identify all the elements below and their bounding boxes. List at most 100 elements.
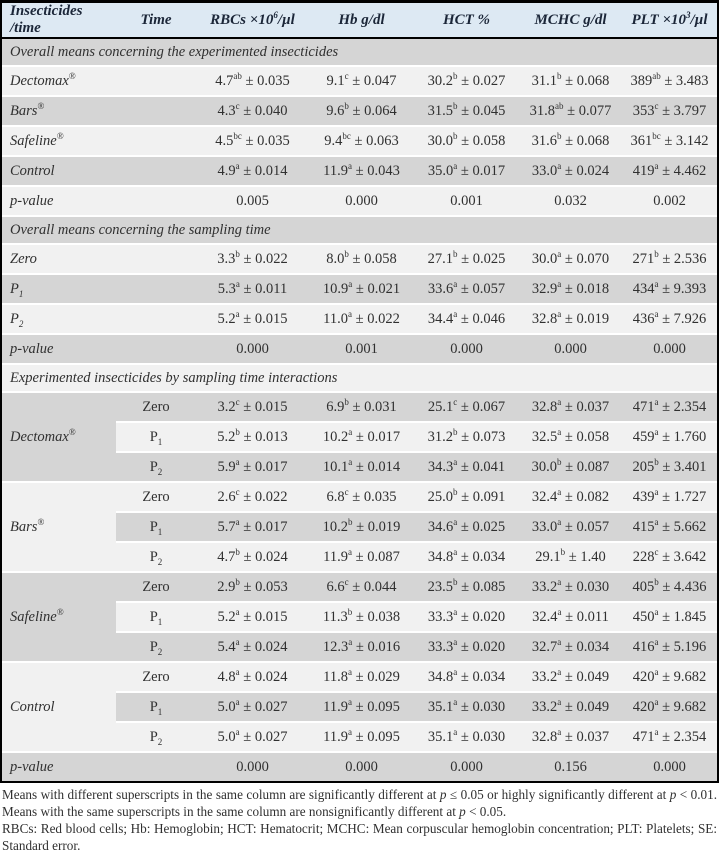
table-footnotes: Means with different superscripts in the… [0,783,719,855]
table-row: p-value 0.000 0.000 0.000 0.156 0.000 [2,753,717,781]
time-cell: Zero [116,483,196,513]
value-cell: 33.3a ± 0.020 [414,633,519,663]
value-cell: 10.2b ± 0.019 [309,513,414,543]
table-row: P1 5.7a ± 0.017 10.2b ± 0.019 34.6a ± 0.025… [2,513,717,543]
time-cell [116,753,196,781]
time-cell: P2 [116,723,196,753]
value-cell: 205b ± 3.401 [622,453,717,483]
table-row: P1 5.2b ± 0.013 10.2a ± 0.017 31.2b ± 0.073… [2,423,717,453]
value-cell: 416a ± 5.196 [622,633,717,663]
value-cell: 10.9a ± 0.021 [309,275,414,305]
value-cell: 0.005 [196,187,309,217]
value-cell: 405b ± 4.436 [622,573,717,603]
value-cell: 31.6b ± 0.068 [519,127,622,157]
value-cell: 439a ± 1.727 [622,483,717,513]
row-label: Safeline® [2,127,116,157]
value-cell: 5.9a ± 0.017 [196,453,309,483]
value-cell: 32.8a ± 0.037 [519,393,622,423]
value-cell: 5.3a ± 0.011 [196,275,309,305]
table-row: Control 4.9a ± 0.014 11.9a ± 0.043 35.0a ± … [2,157,717,187]
table-row: Overall means concerning the experimente… [2,39,717,67]
value-cell: 420a ± 9.682 [622,693,717,723]
value-cell: 33.0a ± 0.057 [519,513,622,543]
value-cell: 419a ± 4.462 [622,157,717,187]
value-cell: 27.1b ± 0.025 [414,245,519,275]
value-cell: 11.8a ± 0.029 [309,663,414,693]
value-cell: 34.4a ± 0.046 [414,305,519,335]
value-cell: 35.1a ± 0.030 [414,693,519,723]
value-cell: 33.6a ± 0.057 [414,275,519,305]
value-cell: 30.2b ± 0.027 [414,67,519,97]
time-cell [116,97,196,127]
table-header-row: Insecticides /time Time RBCs ×106/µl Hb … [2,3,717,39]
value-cell: 32.8a ± 0.019 [519,305,622,335]
value-cell: 4.8a ± 0.024 [196,663,309,693]
value-cell: 389ab ± 3.483 [622,67,717,97]
value-cell: 5.4a ± 0.024 [196,633,309,663]
table-row: Safeline® Zero 2.9b ± 0.053 6.6c ± 0.044 23.… [2,573,717,663]
table-row: Dectomax® Zero 3.2c ± 0.015 6.9b ± 0.031 25.… [2,393,717,483]
value-cell: 6.8c ± 0.035 [309,483,414,513]
value-cell: 9.1c ± 0.047 [309,67,414,97]
value-cell: 10.1a ± 0.014 [309,453,414,483]
value-cell: 33.3a ± 0.020 [414,603,519,633]
value-cell: 361bc ± 3.142 [622,127,717,157]
value-cell: 2.6c ± 0.022 [196,483,309,513]
value-cell: 35.1a ± 0.030 [414,723,519,753]
value-cell: 434a ± 9.393 [622,275,717,305]
value-cell: 33.2a ± 0.030 [519,573,622,603]
value-cell: 353c ± 3.797 [622,97,717,127]
time-cell [116,187,196,217]
time-cell: P1 [116,693,196,723]
row-label: p-value [2,335,116,365]
value-cell: 450a ± 1.845 [622,603,717,633]
value-cell: 0.156 [519,753,622,781]
value-cell: 271b ± 2.536 [622,245,717,275]
value-cell: 11.9a ± 0.043 [309,157,414,187]
value-cell: 0.000 [414,753,519,781]
value-cell: 5.2a ± 0.015 [196,603,309,633]
value-cell: 4.7ab ± 0.035 [196,67,309,97]
time-cell: Zero [116,573,196,603]
value-cell: 0.001 [414,187,519,217]
col-header-insecticides-time: Insecticides /time [2,3,116,39]
table-body: Overall means concerning the experimente… [2,39,717,781]
table-row: Bars® 4.3c ± 0.040 9.6b ± 0.064 31.5b ± 0.0… [2,97,717,127]
value-cell: 11.9a ± 0.087 [309,543,414,573]
value-cell: 32.7a ± 0.034 [519,633,622,663]
value-cell: 25.0b ± 0.091 [414,483,519,513]
row-label: p-value [2,187,116,217]
row-label: Zero [2,245,116,275]
table-row: P1 5.0a ± 0.027 11.9a ± 0.095 35.1a ± 0.030… [2,693,717,723]
value-cell: 30.0b ± 0.087 [519,453,622,483]
value-cell: 25.1c ± 0.067 [414,393,519,423]
table-row: P2 5.0a ± 0.027 11.9a ± 0.095 35.1a ± 0.030… [2,723,717,753]
value-cell: 11.9a ± 0.095 [309,693,414,723]
time-cell: P1 [116,423,196,453]
value-cell: 0.000 [196,335,309,365]
time-cell [116,157,196,187]
value-cell: 459a ± 1.760 [622,423,717,453]
table-row: Bars® Zero 2.6c ± 0.022 6.8c ± 0.035 25.0b ±… [2,483,717,573]
time-cell [116,245,196,275]
value-cell: 34.3a ± 0.041 [414,453,519,483]
row-label: Control [2,663,116,753]
table-row: Experimented insecticides by sampling ti… [2,365,717,393]
value-cell: 11.3b ± 0.038 [309,603,414,633]
value-cell: 33.0a ± 0.024 [519,157,622,187]
value-cell: 34.6a ± 0.025 [414,513,519,543]
time-cell [116,67,196,97]
value-cell: 34.8a ± 0.034 [414,663,519,693]
value-cell: 415a ± 5.662 [622,513,717,543]
value-cell: 4.3c ± 0.040 [196,97,309,127]
time-cell: P2 [116,633,196,663]
value-cell: 33.2a ± 0.049 [519,663,622,693]
value-cell: 5.0a ± 0.027 [196,693,309,723]
value-cell: 436a ± 7.926 [622,305,717,335]
section-title: Overall means concerning the experimente… [2,39,717,67]
value-cell: 0.000 [622,753,717,781]
value-cell: 0.000 [309,187,414,217]
col-header-hb: Hb g/dl [309,3,414,39]
value-cell: 23.5b ± 0.085 [414,573,519,603]
time-cell: P2 [116,453,196,483]
